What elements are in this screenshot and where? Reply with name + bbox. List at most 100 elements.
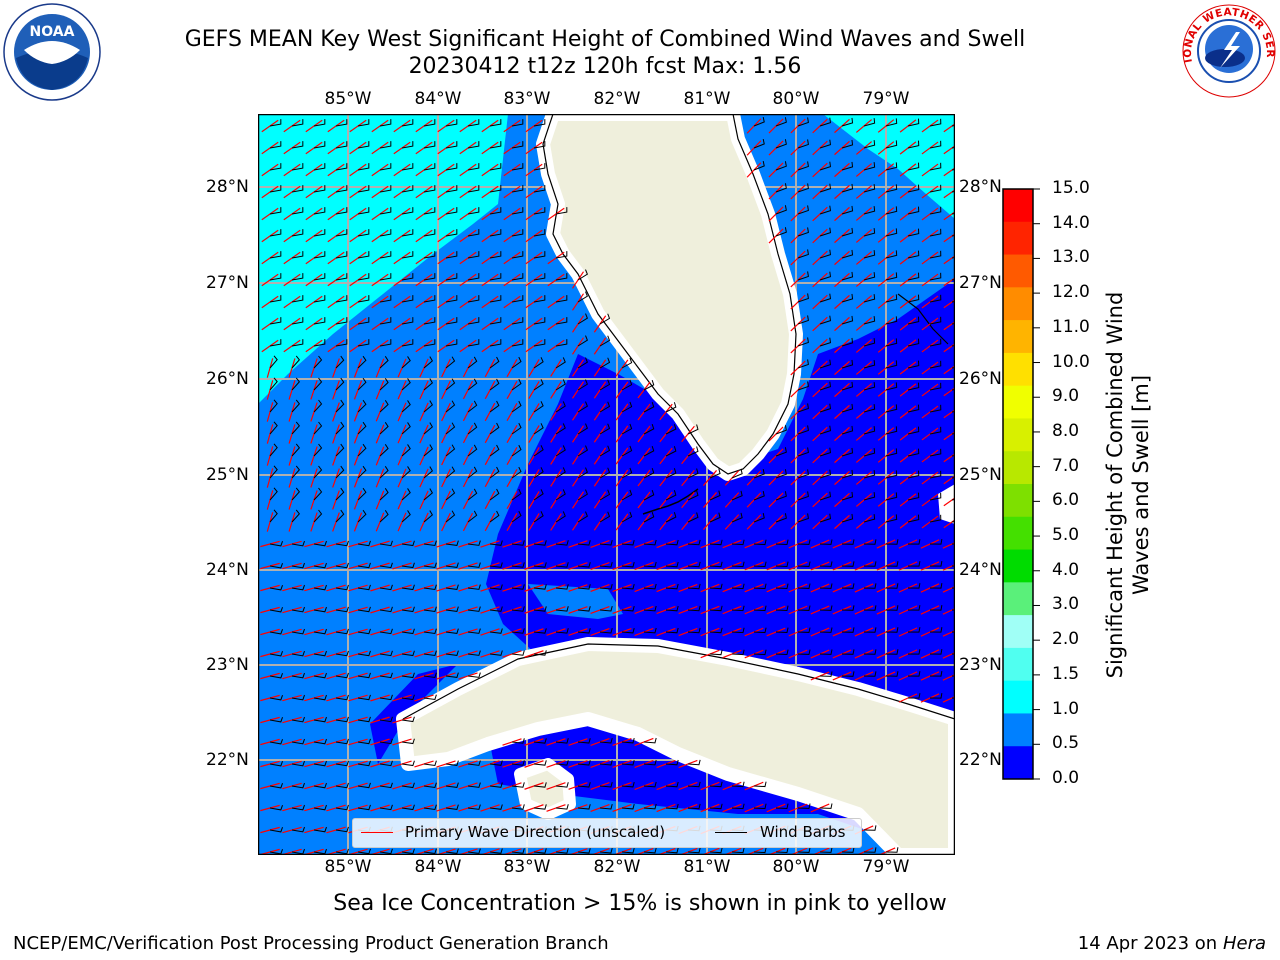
wind-barb [357, 760, 371, 767]
wind-barb [357, 694, 371, 701]
wind-barb [533, 119, 546, 127]
wind-barb [335, 355, 345, 369]
wind-barb [511, 466, 522, 479]
wind-barb [753, 605, 767, 612]
wind-barb [753, 803, 767, 810]
wind-barb [687, 539, 701, 546]
wind-barb [753, 512, 765, 523]
wind-barb [797, 161, 809, 171]
colorbar-segment [1003, 549, 1033, 583]
wind-barb [379, 716, 393, 723]
colorbar-tick-label: 15.0 [1052, 178, 1090, 198]
wind-barb [599, 760, 613, 766]
wind-barb [797, 117, 809, 127]
lat-label: 25°N [206, 465, 249, 485]
wind-barb [511, 163, 524, 171]
wind-barb [599, 584, 613, 590]
wind-barb [511, 848, 525, 854]
wind-barb [335, 295, 348, 303]
wind-barb [291, 694, 305, 701]
wind-barb [533, 650, 547, 656]
wind-barb [555, 562, 569, 568]
wind-barb [445, 378, 456, 391]
wind-barb [335, 509, 345, 523]
wind-barb [687, 605, 701, 612]
wind-barb [555, 782, 569, 788]
wind-barb [269, 827, 283, 833]
wind-barb [929, 118, 942, 127]
wind-barb [467, 848, 481, 854]
wind-barb [797, 491, 809, 501]
wind-barb [291, 584, 305, 591]
wind-barb [423, 848, 437, 855]
wind-barb [379, 339, 392, 347]
wind-barb [269, 761, 283, 767]
wind-barb [335, 317, 348, 325]
wind-barb [599, 782, 613, 788]
wind-barb [269, 273, 282, 281]
wind-barb [841, 447, 854, 457]
wind-barb [269, 783, 283, 789]
wind-barb [863, 382, 876, 391]
wind-barb [291, 716, 305, 723]
colorbar-segment [1003, 385, 1033, 419]
wind-barb [555, 760, 569, 766]
wind-barb [885, 294, 898, 303]
wind-barb [577, 467, 588, 479]
wind-barb [401, 848, 415, 855]
wind-barb [731, 468, 743, 479]
wind-barb [533, 423, 544, 435]
wind-barb [885, 539, 899, 545]
wind-barb [577, 540, 591, 546]
wind-barb [423, 251, 436, 259]
wind-barb [885, 250, 898, 259]
wind-barb [731, 539, 745, 546]
wind-barb [643, 539, 657, 546]
wind-barb [335, 185, 348, 193]
wind-barb [269, 805, 283, 811]
wind-barb [489, 606, 503, 612]
wind-barb [401, 716, 415, 723]
wind-barb [907, 561, 921, 567]
wind-barb [291, 672, 305, 679]
wind-barb [445, 760, 459, 766]
wind-barb [511, 339, 524, 347]
wind-barb [379, 141, 392, 149]
wind-barb [467, 488, 478, 501]
wind-barb [489, 628, 503, 634]
wind-barb [863, 847, 877, 853]
wind-barb [907, 118, 920, 127]
wind-barb [291, 540, 305, 547]
wind-barb [929, 492, 942, 501]
wind-barb [445, 422, 456, 435]
wind-barb [467, 606, 481, 612]
wind-barb [401, 606, 415, 613]
wind-barb [357, 295, 370, 303]
wind-barb [533, 804, 547, 810]
wind-barb [863, 448, 876, 457]
wind-barb [291, 628, 305, 635]
wind-barb [577, 606, 591, 612]
map-frame [258, 114, 955, 855]
wind-barb [379, 119, 392, 127]
wind-barb [533, 540, 547, 546]
ocean-fill-high-ne [823, 114, 955, 219]
wind-barb [885, 671, 899, 677]
colorbar-segment [1003, 189, 1033, 223]
wind-barb [753, 781, 767, 788]
wind-barb [533, 848, 547, 854]
lon-label: 83°W [503, 89, 551, 109]
lat-label: 22°N [959, 750, 1002, 770]
wind-barb [643, 583, 657, 590]
wind-barb [621, 511, 633, 523]
wind-barb [357, 465, 367, 479]
wind-barb [423, 339, 436, 347]
wave-direction-swatch [361, 832, 393, 833]
wind-barb [819, 561, 833, 567]
wind-barb [489, 163, 502, 171]
wind-barb [357, 650, 371, 657]
wind-barb [687, 490, 699, 501]
wind-barb [335, 443, 345, 457]
wind-barb [907, 206, 920, 215]
wind-barb [819, 117, 832, 127]
